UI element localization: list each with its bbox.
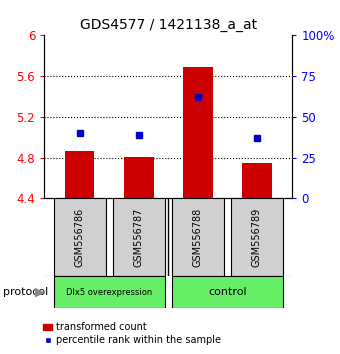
Bar [242, 162, 272, 198]
Text: ▶: ▶ [35, 286, 45, 298]
Bar [124, 156, 154, 198]
Bar [183, 67, 212, 198]
FancyBboxPatch shape [172, 276, 283, 308]
FancyBboxPatch shape [172, 198, 224, 276]
Text: GSM556789: GSM556789 [252, 207, 262, 267]
Text: control: control [208, 287, 247, 297]
Text: GSM556788: GSM556788 [193, 207, 203, 267]
Text: Dlx5 overexpression: Dlx5 overexpression [66, 287, 152, 297]
Text: GSM556786: GSM556786 [75, 207, 85, 267]
Bar [65, 152, 95, 198]
Title: GDS4577 / 1421138_a_at: GDS4577 / 1421138_a_at [80, 18, 257, 32]
FancyBboxPatch shape [54, 198, 106, 276]
Text: GSM556787: GSM556787 [134, 207, 144, 267]
FancyBboxPatch shape [113, 198, 165, 276]
FancyBboxPatch shape [54, 276, 165, 308]
FancyBboxPatch shape [231, 198, 283, 276]
Text: protocol: protocol [3, 287, 49, 297]
Legend: transformed count, percentile rank within the sample: transformed count, percentile rank withi… [39, 319, 225, 349]
